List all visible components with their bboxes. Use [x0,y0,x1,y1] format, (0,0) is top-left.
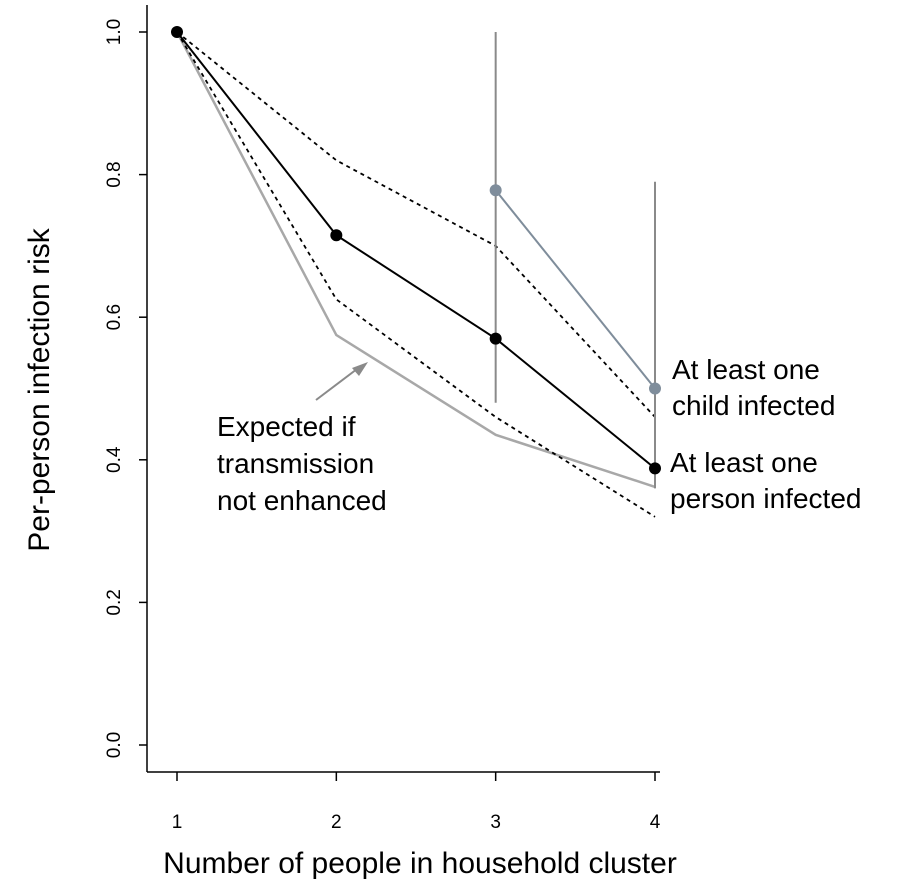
x-tick-label: 1 [172,812,183,833]
data-point [489,184,502,197]
data-point [171,26,183,38]
arrow-head [352,362,368,376]
label-child-line-1: At least one [672,354,820,385]
series-4 [175,31,656,489]
plot-area: 0.0 0.2 0.4 0.6 0.8 1.0 1 2 3 4 [104,5,661,833]
y-tick-label: 0.2 [104,589,125,615]
annotation-arrow [315,362,368,401]
y-tick-label: 1.0 [104,19,125,45]
label-expected-line-1: Expected if [217,411,356,442]
x-tick-label: 3 [490,812,501,833]
x-tick-label: 4 [650,812,661,833]
label-child-infected: At least one child infected [672,354,835,421]
label-expected-line-2: transmission [217,448,374,479]
y-tick-label: 0.6 [104,304,125,330]
label-person-line-2: person infected [670,483,861,514]
series-line [176,31,656,470]
y-tick-label: 0.8 [104,161,125,187]
series-3 [176,31,656,518]
x-axis-ticks: 1 2 3 4 [172,772,661,833]
series-line [176,31,656,518]
series-1 [489,32,661,489]
data-point [489,332,502,345]
y-axis-ticks: 0.0 0.2 0.4 0.6 0.8 1.0 [104,19,147,758]
data-point [649,382,661,395]
series-layer [171,26,661,518]
series-0 [171,26,661,475]
y-axis-title: Per-person infection risk [23,227,56,551]
label-expected-line-3: not enhanced [217,485,387,516]
label-expected: Expected if transmission not enhanced [217,411,387,516]
label-person-infected: At least one person infected [670,447,861,514]
y-tick-label: 0.0 [104,732,125,758]
data-point [649,462,661,475]
x-tick-label: 2 [331,812,342,833]
y-tick-label: 0.4 [104,446,125,473]
label-child-line-2: child infected [672,390,835,421]
x-axis-title: Number of people in household cluster [163,847,677,880]
arrow-shaft [315,368,358,401]
data-point [330,229,343,242]
series-line [494,189,656,390]
label-person-line-1: At least one [670,447,818,478]
series-line [175,31,656,489]
